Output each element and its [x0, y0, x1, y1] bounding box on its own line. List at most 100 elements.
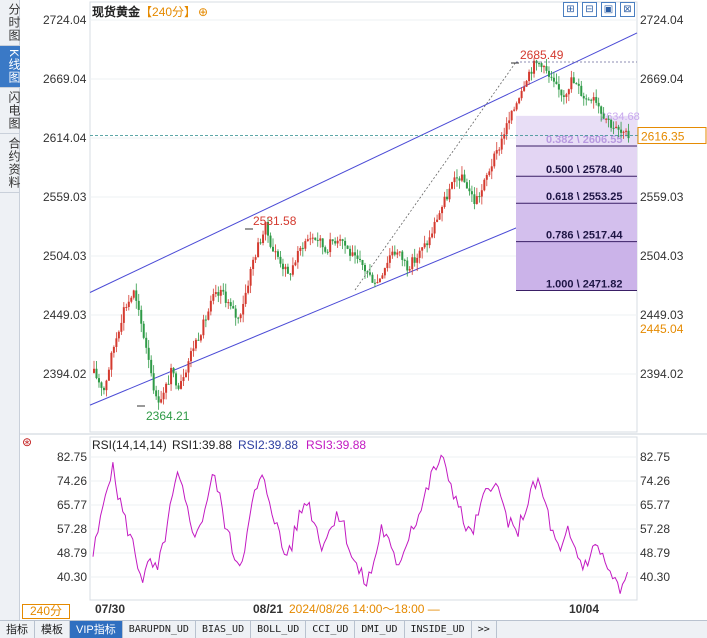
price-axis-label-right: 2559.03: [640, 190, 684, 204]
candle-body: [100, 382, 103, 388]
candle-body: [172, 367, 175, 374]
period-label[interactable]: 【240分】: [140, 5, 197, 19]
candle-body: [257, 242, 260, 258]
candle-body: [600, 106, 603, 114]
tab-template[interactable]: 模板: [35, 621, 70, 638]
candle-body: [612, 127, 615, 129]
candle-body: [341, 239, 344, 241]
candle-body: [550, 76, 553, 78]
zoom-out-icon[interactable]: ⊟: [582, 2, 597, 17]
candle-body: [140, 309, 143, 324]
side-tab-contract-info[interactable]: 合约资料: [0, 134, 21, 194]
price-axis-label-left: 2449.03: [43, 308, 87, 322]
rsi-line: [92, 454, 628, 594]
add-symbol-icon[interactable]: ⊕: [198, 5, 209, 19]
candle-body: [455, 177, 458, 179]
candle-body: [567, 89, 570, 95]
candle-body: [122, 307, 125, 323]
close-icon[interactable]: ⊠: [620, 2, 635, 17]
candle-body: [110, 352, 113, 370]
candle-body: [336, 240, 339, 244]
rsi-settings-icon: ⊛: [22, 435, 32, 449]
tab-dmi[interactable]: DMI_UD: [355, 621, 405, 638]
candle-body: [162, 392, 165, 400]
fib-label: 0.618 \ 2553.25: [546, 191, 622, 203]
fib-band: [516, 203, 637, 242]
tab-vip-indicator[interactable]: VIP指标: [70, 621, 123, 638]
candle-body: [346, 245, 349, 249]
candle-body: [326, 251, 329, 253]
candle-body: [329, 239, 332, 253]
high-annotation: 2685.49: [520, 48, 564, 62]
candle-body: [530, 71, 533, 74]
candle-body: [264, 221, 267, 235]
candle-body: [587, 99, 590, 101]
candle-body: [356, 255, 359, 259]
candle-body: [552, 77, 555, 82]
candle-body: [562, 95, 565, 97]
candle-body: [498, 149, 501, 151]
candle-body: [170, 367, 173, 385]
candle-body: [311, 237, 314, 239]
side-tab-kline[interactable]: K线图: [0, 46, 21, 89]
candle-body: [508, 120, 511, 124]
candle-body: [545, 66, 548, 71]
candle-body: [194, 339, 197, 349]
candle-body: [281, 263, 284, 270]
fib-label: 1.000 \ 2471.82: [546, 279, 622, 291]
candle-body: [349, 248, 352, 256]
candle-body: [299, 247, 302, 251]
price-axis-label-right: 2724.04: [640, 13, 684, 27]
fib-label: 0.500 \ 2578.40: [546, 164, 622, 176]
price-axis-label-right: 2449.03: [640, 308, 684, 322]
candle-body: [386, 262, 389, 269]
candle-body: [192, 348, 195, 352]
candle-body: [187, 361, 190, 373]
candle-body: [500, 138, 503, 150]
zoom-in-icon[interactable]: ⊞: [563, 2, 578, 17]
candle-body: [401, 251, 404, 260]
period-selector[interactable]: 240分 ▲: [22, 604, 70, 631]
candle-body: [259, 242, 262, 244]
price-axis-label-left: 2724.04: [43, 13, 87, 27]
side-tab-flash[interactable]: 闪电图: [0, 88, 21, 135]
candle-body: [602, 113, 605, 119]
candle-body: [107, 369, 110, 381]
tab-inside[interactable]: INSIDE_UD: [405, 621, 472, 638]
candle-body: [607, 118, 610, 120]
price-axis-label-right: 2504.03: [640, 249, 684, 263]
fit-icon[interactable]: ▣: [601, 2, 616, 17]
low-annotation: 2364.21: [146, 409, 190, 423]
candle-body: [157, 396, 160, 403]
candle-body: [416, 257, 419, 263]
candle-body: [316, 239, 319, 241]
candle-body: [202, 319, 205, 336]
rsi-axis-label-right: 65.77: [640, 498, 670, 512]
candle-body: [368, 272, 371, 275]
kline-chart[interactable]: 2724.042724.042669.042669.042614.042614.…: [0, 0, 707, 620]
candle-body: [219, 289, 222, 296]
candle-body: [547, 70, 550, 77]
tab-indicator[interactable]: 指标: [0, 621, 35, 638]
tab-boll[interactable]: BOLL_UD: [251, 621, 307, 638]
candle-body: [625, 130, 628, 132]
candle-body: [493, 153, 496, 167]
rsi-axis-label-right: 57.28: [640, 522, 670, 536]
candle-body: [189, 351, 192, 362]
tab-barupdn[interactable]: BARUPDN_UD: [123, 621, 196, 638]
candle-body: [359, 258, 362, 260]
tab-bias[interactable]: BIAS_UD: [196, 621, 252, 638]
candle-body: [339, 239, 342, 241]
candle-body: [155, 390, 158, 397]
candle-body: [565, 94, 568, 97]
tab-more[interactable]: >>: [472, 621, 497, 638]
candle-body: [615, 126, 618, 129]
candle-body: [575, 83, 578, 85]
candle-body: [289, 273, 292, 275]
price-axis-label-left: 2394.02: [43, 367, 87, 381]
candle-body: [513, 109, 516, 111]
tab-cci[interactable]: CCI_UD: [306, 621, 356, 638]
candle-body: [470, 191, 473, 195]
candle-body: [396, 252, 399, 255]
side-tab-timeshare[interactable]: 分时图: [0, 0, 21, 46]
